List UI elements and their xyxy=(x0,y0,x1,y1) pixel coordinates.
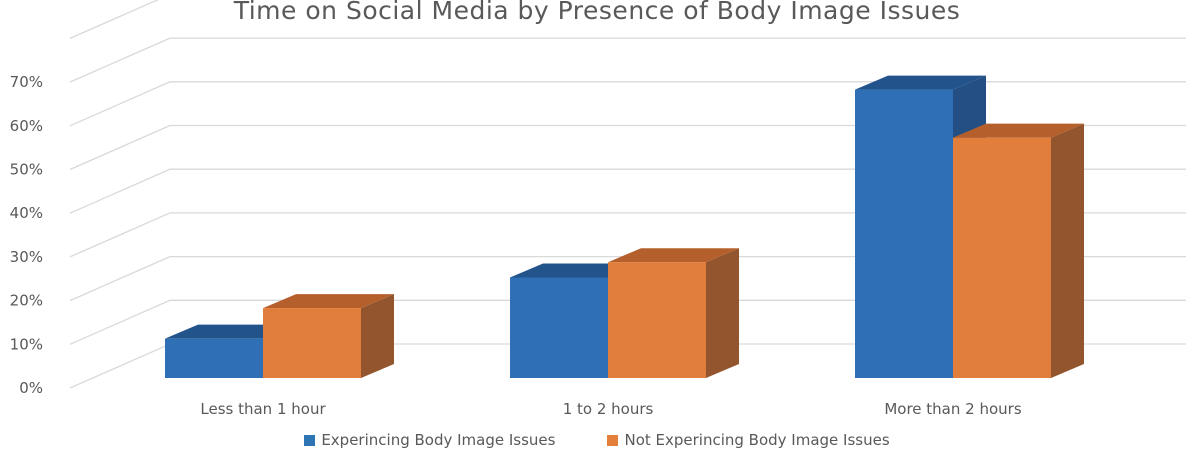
bar-side xyxy=(361,294,394,378)
x-tick-label: More than 2 hours xyxy=(884,400,1021,418)
gridline xyxy=(69,212,1186,258)
chart-title: Time on Social Media by Presence of Body… xyxy=(233,0,961,25)
chart-legend: Experincing Body Image Issues Not Experi… xyxy=(0,431,1194,449)
gridline xyxy=(69,81,1186,127)
gridline xyxy=(69,168,1186,214)
bar-top xyxy=(855,75,986,90)
legend-item-not-experiencing: Not Experincing Body Image Issues xyxy=(607,431,890,449)
gridline xyxy=(69,0,159,39)
bar-experiencing xyxy=(165,338,263,378)
bar-top xyxy=(608,248,739,263)
bar-experiencing xyxy=(855,89,953,378)
gridline xyxy=(69,299,1186,345)
gridline xyxy=(69,255,1186,302)
y-tick-label: 70% xyxy=(10,73,43,91)
bar-top xyxy=(263,294,394,309)
legend-label: Not Experincing Body Image Issues xyxy=(624,431,890,449)
legend-swatch-blue xyxy=(304,434,316,446)
y-tick-label: 50% xyxy=(10,161,43,179)
x-tick-label: Less than 1 hour xyxy=(200,400,326,418)
bar-side xyxy=(706,248,739,378)
x-tick-label: 1 to 2 hours xyxy=(563,400,654,418)
bar-not-experiencing xyxy=(608,262,706,378)
gridline xyxy=(69,124,1186,171)
bar-not-experiencing xyxy=(953,137,1051,378)
bar-experiencing xyxy=(510,277,608,378)
gridline xyxy=(69,37,1186,83)
y-tick-label: 40% xyxy=(10,204,43,222)
y-tick-label: 20% xyxy=(10,292,43,310)
chart-plot-area: 0% 10% 20% 30% 40% 50% 60% 70% Less than 1 hour 1… xyxy=(10,0,1186,418)
legend-swatch-orange xyxy=(607,434,619,446)
legend-item-experiencing: Experincing Body Image Issues xyxy=(304,431,555,449)
legend-label: Experincing Body Image Issues xyxy=(321,431,556,449)
bar-side xyxy=(1051,123,1084,379)
bar-not-experiencing xyxy=(263,308,361,378)
bar-top xyxy=(953,123,1084,138)
y-tick-label: 30% xyxy=(10,248,43,266)
y-tick-label: 10% xyxy=(10,335,43,353)
y-tick-label: 60% xyxy=(10,117,43,135)
y-tick-label: 0% xyxy=(19,379,43,397)
